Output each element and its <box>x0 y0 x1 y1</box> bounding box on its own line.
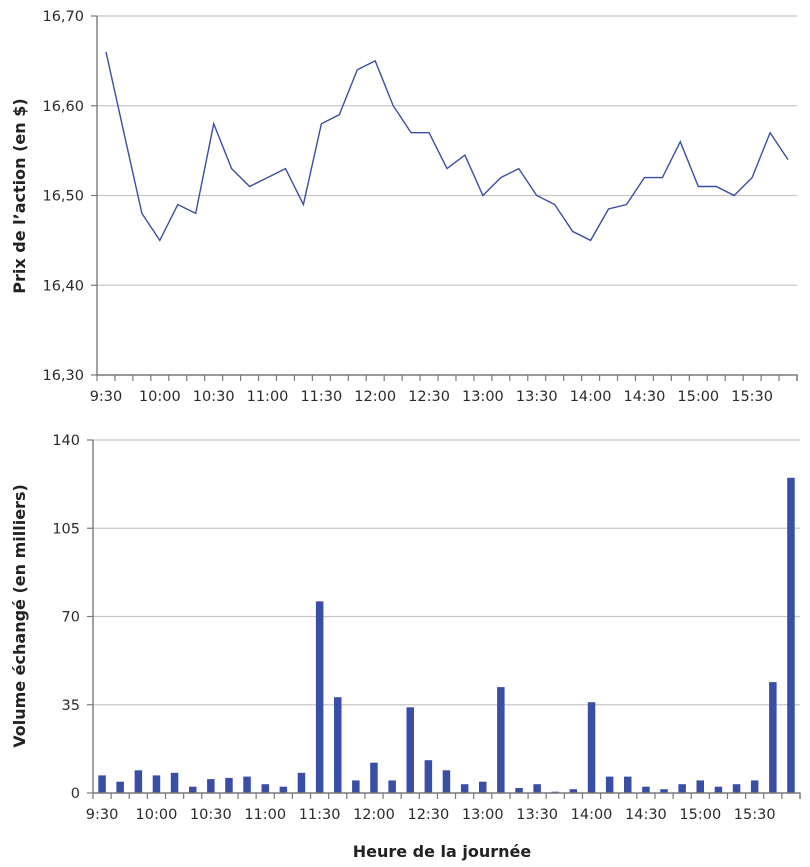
y-tick-label: 35 <box>62 698 80 714</box>
volume-bar <box>152 775 161 793</box>
volume-bar <box>170 772 179 793</box>
volume-bar <box>98 775 106 793</box>
volume-bar <box>134 770 143 793</box>
x-tick-label: 14:30 <box>624 389 666 405</box>
volume-y-axis-title: Volume échangé (en milliers) <box>10 484 29 748</box>
price-line <box>105 51 789 242</box>
volume-x-axis-ticks: 9:30 10:00 10:30 11:00 11:30 12:00 12:30 13:00 1… <box>86 793 801 823</box>
x-tick-label: 10:30 <box>190 807 232 823</box>
y-tick-label: 16,30 <box>42 368 84 384</box>
volume-bar <box>424 760 433 793</box>
volume-bar <box>442 770 451 793</box>
volume-bar <box>370 762 378 793</box>
volume-bar <box>225 777 233 793</box>
volume-bar <box>515 788 523 793</box>
volume-bar <box>297 772 306 793</box>
y-tick-label: 16,70 <box>42 9 84 25</box>
volume-bar <box>352 780 360 793</box>
volume-bar <box>587 702 596 793</box>
price-y-axis-title: Prix de l’action (en $) <box>10 98 29 293</box>
volume-bar <box>678 784 686 793</box>
x-tick-label: 12:30 <box>407 807 449 823</box>
x-tick-label: 11:30 <box>300 389 342 405</box>
x-tick-label: 15:00 <box>677 389 719 405</box>
x-tick-label: 14:30 <box>625 807 667 823</box>
volume-bar <box>334 697 342 793</box>
x-tick-label: 10:00 <box>139 389 181 405</box>
volume-bar <box>769 682 777 793</box>
price-x-axis-ticks: 9:30 10:00 10:30 11:00 11:30 12:00 12:30 13:00 1… <box>90 375 798 405</box>
x-tick-label: 12:00 <box>353 807 395 823</box>
volume-bar <box>750 780 759 793</box>
volume-bar <box>460 784 469 793</box>
x-tick-label: 12:00 <box>354 389 396 405</box>
volume-bar-chart: 0 35 70 105 140 9:30 10:00 10:30 11:00 11:30 12:0… <box>10 433 801 861</box>
x-tick-label: 15:00 <box>679 807 721 823</box>
volume-bar <box>696 780 704 793</box>
x-tick-label: 13:30 <box>516 807 558 823</box>
volume-bar <box>189 786 197 793</box>
x-tick-label: 11:30 <box>299 807 341 823</box>
volume-bar <box>207 779 215 793</box>
volume-bar <box>315 601 324 793</box>
volume-bar <box>479 781 487 793</box>
axis-line <box>96 16 798 381</box>
volume-bar <box>533 784 541 793</box>
volume-bar <box>243 776 251 793</box>
volume-bar <box>569 789 578 793</box>
volume-bar <box>732 784 741 793</box>
x-tick-label: 14:00 <box>570 389 612 405</box>
volume-bar <box>279 786 288 793</box>
y-tick-label: 70 <box>62 610 80 626</box>
x-tick-label: 13:00 <box>462 807 504 823</box>
axis-line <box>92 440 801 799</box>
y-tick-label: 16,40 <box>42 278 84 294</box>
volume-bar <box>497 687 505 793</box>
volume-bar <box>605 776 614 793</box>
x-axis-title: Heure de la journée <box>353 842 532 861</box>
volume-bar <box>714 786 723 793</box>
x-tick-label: 13:30 <box>516 389 558 405</box>
x-tick-label: 14:00 <box>571 807 613 823</box>
x-tick-label: 9:30 <box>86 807 119 823</box>
y-tick-label: 16,60 <box>42 99 84 115</box>
volume-bars <box>98 477 795 793</box>
volume-bar <box>660 789 668 793</box>
y-tick-label: 0 <box>71 786 80 802</box>
x-tick-label: 10:00 <box>136 807 178 823</box>
x-tick-label: 15:30 <box>731 389 773 405</box>
volume-bar <box>642 786 650 793</box>
volume-bar <box>624 776 632 793</box>
volume-bar <box>116 781 124 793</box>
price-y-axis-ticks: 16,30 16,40 16,50 16,60 16,70 <box>42 9 798 384</box>
y-tick-label: 16,50 <box>42 189 84 205</box>
x-tick-label: 11:00 <box>244 807 286 823</box>
volume-bar <box>261 784 269 793</box>
x-tick-label: 10:30 <box>193 389 235 405</box>
x-tick-label: 12:30 <box>408 389 450 405</box>
volume-bar <box>406 707 414 793</box>
volume-bar <box>388 780 396 793</box>
volume-gridlines <box>93 439 800 706</box>
price-gridlines <box>97 15 797 286</box>
x-tick-label: 15:30 <box>734 807 776 823</box>
volume-bar <box>787 477 795 793</box>
x-tick-label: 13:00 <box>462 389 504 405</box>
x-tick-label: 11:00 <box>247 389 289 405</box>
y-tick-label: 105 <box>52 521 80 537</box>
x-tick-label: 9:30 <box>90 389 123 405</box>
volume-y-axis-ticks: 0 35 70 105 140 <box>52 433 801 802</box>
y-tick-label: 140 <box>52 433 80 449</box>
price-line-chart: 16,30 16,40 16,50 16,60 16,70 9:30 10:00 10:30… <box>10 9 798 405</box>
